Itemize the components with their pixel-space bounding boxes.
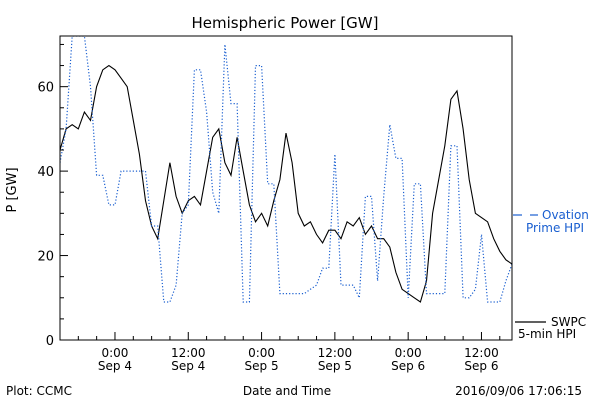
y-tick-label: 20 [37,250,54,265]
plot-frame [59,35,513,341]
legend-label-swpc-line1: SWPC [551,315,586,329]
x-tick-label-date: Sep 6 [391,359,425,373]
footer-timestamp: 2016/09/06 17:06:15 [455,384,582,398]
x-axis-label: Date and Time [243,384,331,398]
series-line-ovation-prime-hpi [60,36,512,303]
series-layer [60,36,512,303]
y-tick-label: 40 [37,165,54,180]
x-tick-label-time: 0:00 [101,346,128,360]
legend-label-swpc-line2: 5-min HPI [518,327,576,341]
footer-plot-credit: Plot: CCMC [6,384,72,398]
chart-title: Hemispheric Power [GW] [192,14,379,32]
y-tick-label: 0 [46,334,54,349]
x-tick-label-time: 12:00 [171,346,206,360]
x-tick-label-date: Sep 4 [98,359,132,373]
y-axis-label: P [GW] [5,167,20,212]
x-tick-label-time: 0:00 [248,346,275,360]
x-tick-label-time: 0:00 [395,346,422,360]
x-tick-label-date: Sep 5 [245,359,279,373]
x-tick-label-time: 12:00 [464,346,499,360]
y-tick-label: 60 [37,81,54,96]
x-tick-label-date: Sep 6 [464,359,498,373]
x-tick-label-time: 12:00 [318,346,353,360]
legend-label-ovation-line1: Ovation [542,208,589,222]
legend-label-ovation-line2: Prime HPI [526,221,584,235]
x-tick-label-date: Sep 5 [318,359,352,373]
series-line-swpc-hpi [60,64,512,303]
x-tick-label-date: Sep 4 [171,359,205,373]
